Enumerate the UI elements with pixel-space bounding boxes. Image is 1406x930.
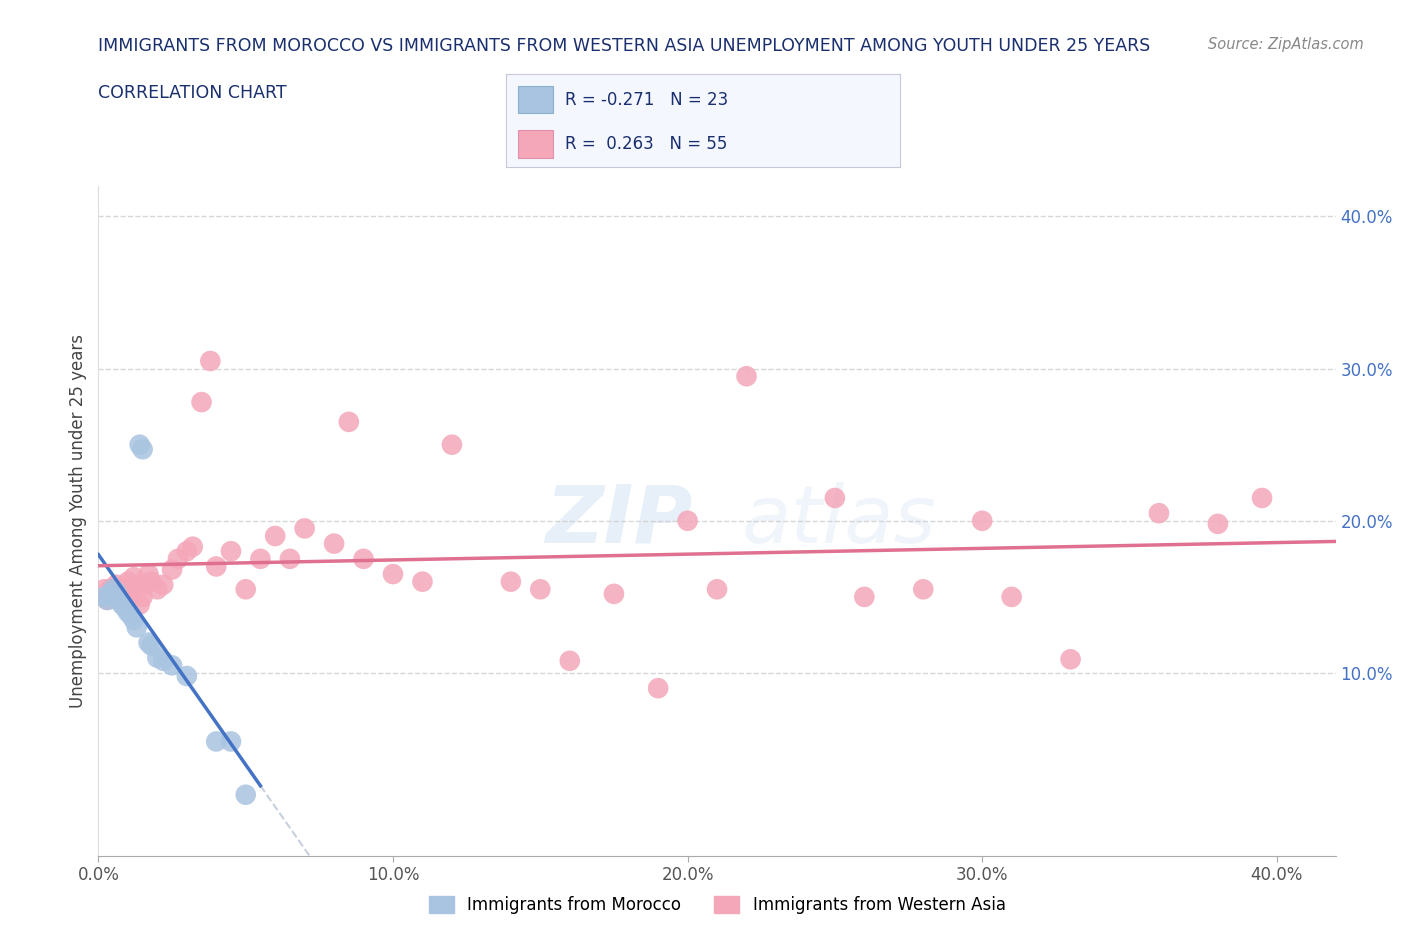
Point [219,544,242,559]
Point [125,578,148,592]
Point [131,442,153,457]
Point [101,582,124,597]
Point [93,590,115,604]
Point [105,578,128,592]
Point [499,574,522,589]
Text: IMMIGRANTS FROM MOROCCO VS IMMIGRANTS FROM WESTERN ASIA UNEMPLOYMENT AMONG YOUTH: IMMIGRANTS FROM MOROCCO VS IMMIGRANTS FR… [98,37,1150,55]
Point [411,574,433,589]
Point [146,582,169,597]
Point [141,638,163,653]
FancyBboxPatch shape [517,86,554,113]
Point [108,592,131,607]
Point [135,578,157,592]
Point [122,570,145,585]
Point [558,654,581,669]
Point [219,734,242,749]
Point [972,513,994,528]
Point [353,551,375,566]
Point [200,353,222,368]
Point [114,582,136,597]
Point [93,582,115,597]
Point [176,544,198,559]
Point [824,490,846,505]
Point [152,654,174,669]
Point [440,437,463,452]
Point [138,635,160,650]
Point [1001,590,1024,604]
Point [735,369,758,384]
Point [167,551,190,566]
Point [101,587,124,602]
FancyBboxPatch shape [517,130,554,158]
Point [120,582,142,597]
Point [382,566,405,581]
Point [676,513,699,528]
Text: ZIP: ZIP [546,482,692,560]
Point [141,574,163,589]
Point [105,585,128,600]
Point [181,539,204,554]
Point [131,590,153,604]
Point [120,607,142,622]
Point [205,559,228,574]
Legend: Immigrants from Morocco, Immigrants from Western Asia: Immigrants from Morocco, Immigrants from… [422,889,1012,921]
Point [117,604,139,619]
Point [294,521,316,536]
Point [125,620,148,635]
Point [152,578,174,592]
Point [235,582,257,597]
Point [235,788,257,803]
Point [603,587,626,602]
Point [128,437,150,452]
Point [647,681,669,696]
Point [706,582,728,597]
Point [138,566,160,581]
Point [98,582,121,597]
Point [96,592,118,607]
Text: Source: ZipAtlas.com: Source: ZipAtlas.com [1208,37,1364,52]
Point [160,658,183,672]
Point [337,415,360,430]
Point [96,592,118,607]
Text: CORRELATION CHART: CORRELATION CHART [98,84,287,101]
Point [323,537,346,551]
Point [98,587,121,602]
Point [122,612,145,627]
Point [264,528,287,543]
Point [205,734,228,749]
Point [111,592,134,607]
Point [111,597,134,612]
Text: atlas: atlas [742,482,936,560]
Point [249,551,271,566]
Point [160,562,183,577]
Text: R =  0.263   N = 55: R = 0.263 N = 55 [565,135,727,153]
Y-axis label: Unemployment Among Youth under 25 years: Unemployment Among Youth under 25 years [69,334,87,708]
Point [1251,490,1274,505]
Point [912,582,935,597]
Point [117,574,139,589]
Point [146,650,169,665]
Point [176,669,198,684]
Point [114,600,136,615]
Point [108,585,131,600]
Point [190,394,212,409]
Point [128,597,150,612]
Point [1059,652,1081,667]
Point [278,551,301,566]
Point [853,590,876,604]
Point [1147,506,1170,521]
Point [1206,516,1229,531]
Text: R = -0.271   N = 23: R = -0.271 N = 23 [565,90,728,109]
Point [529,582,551,597]
